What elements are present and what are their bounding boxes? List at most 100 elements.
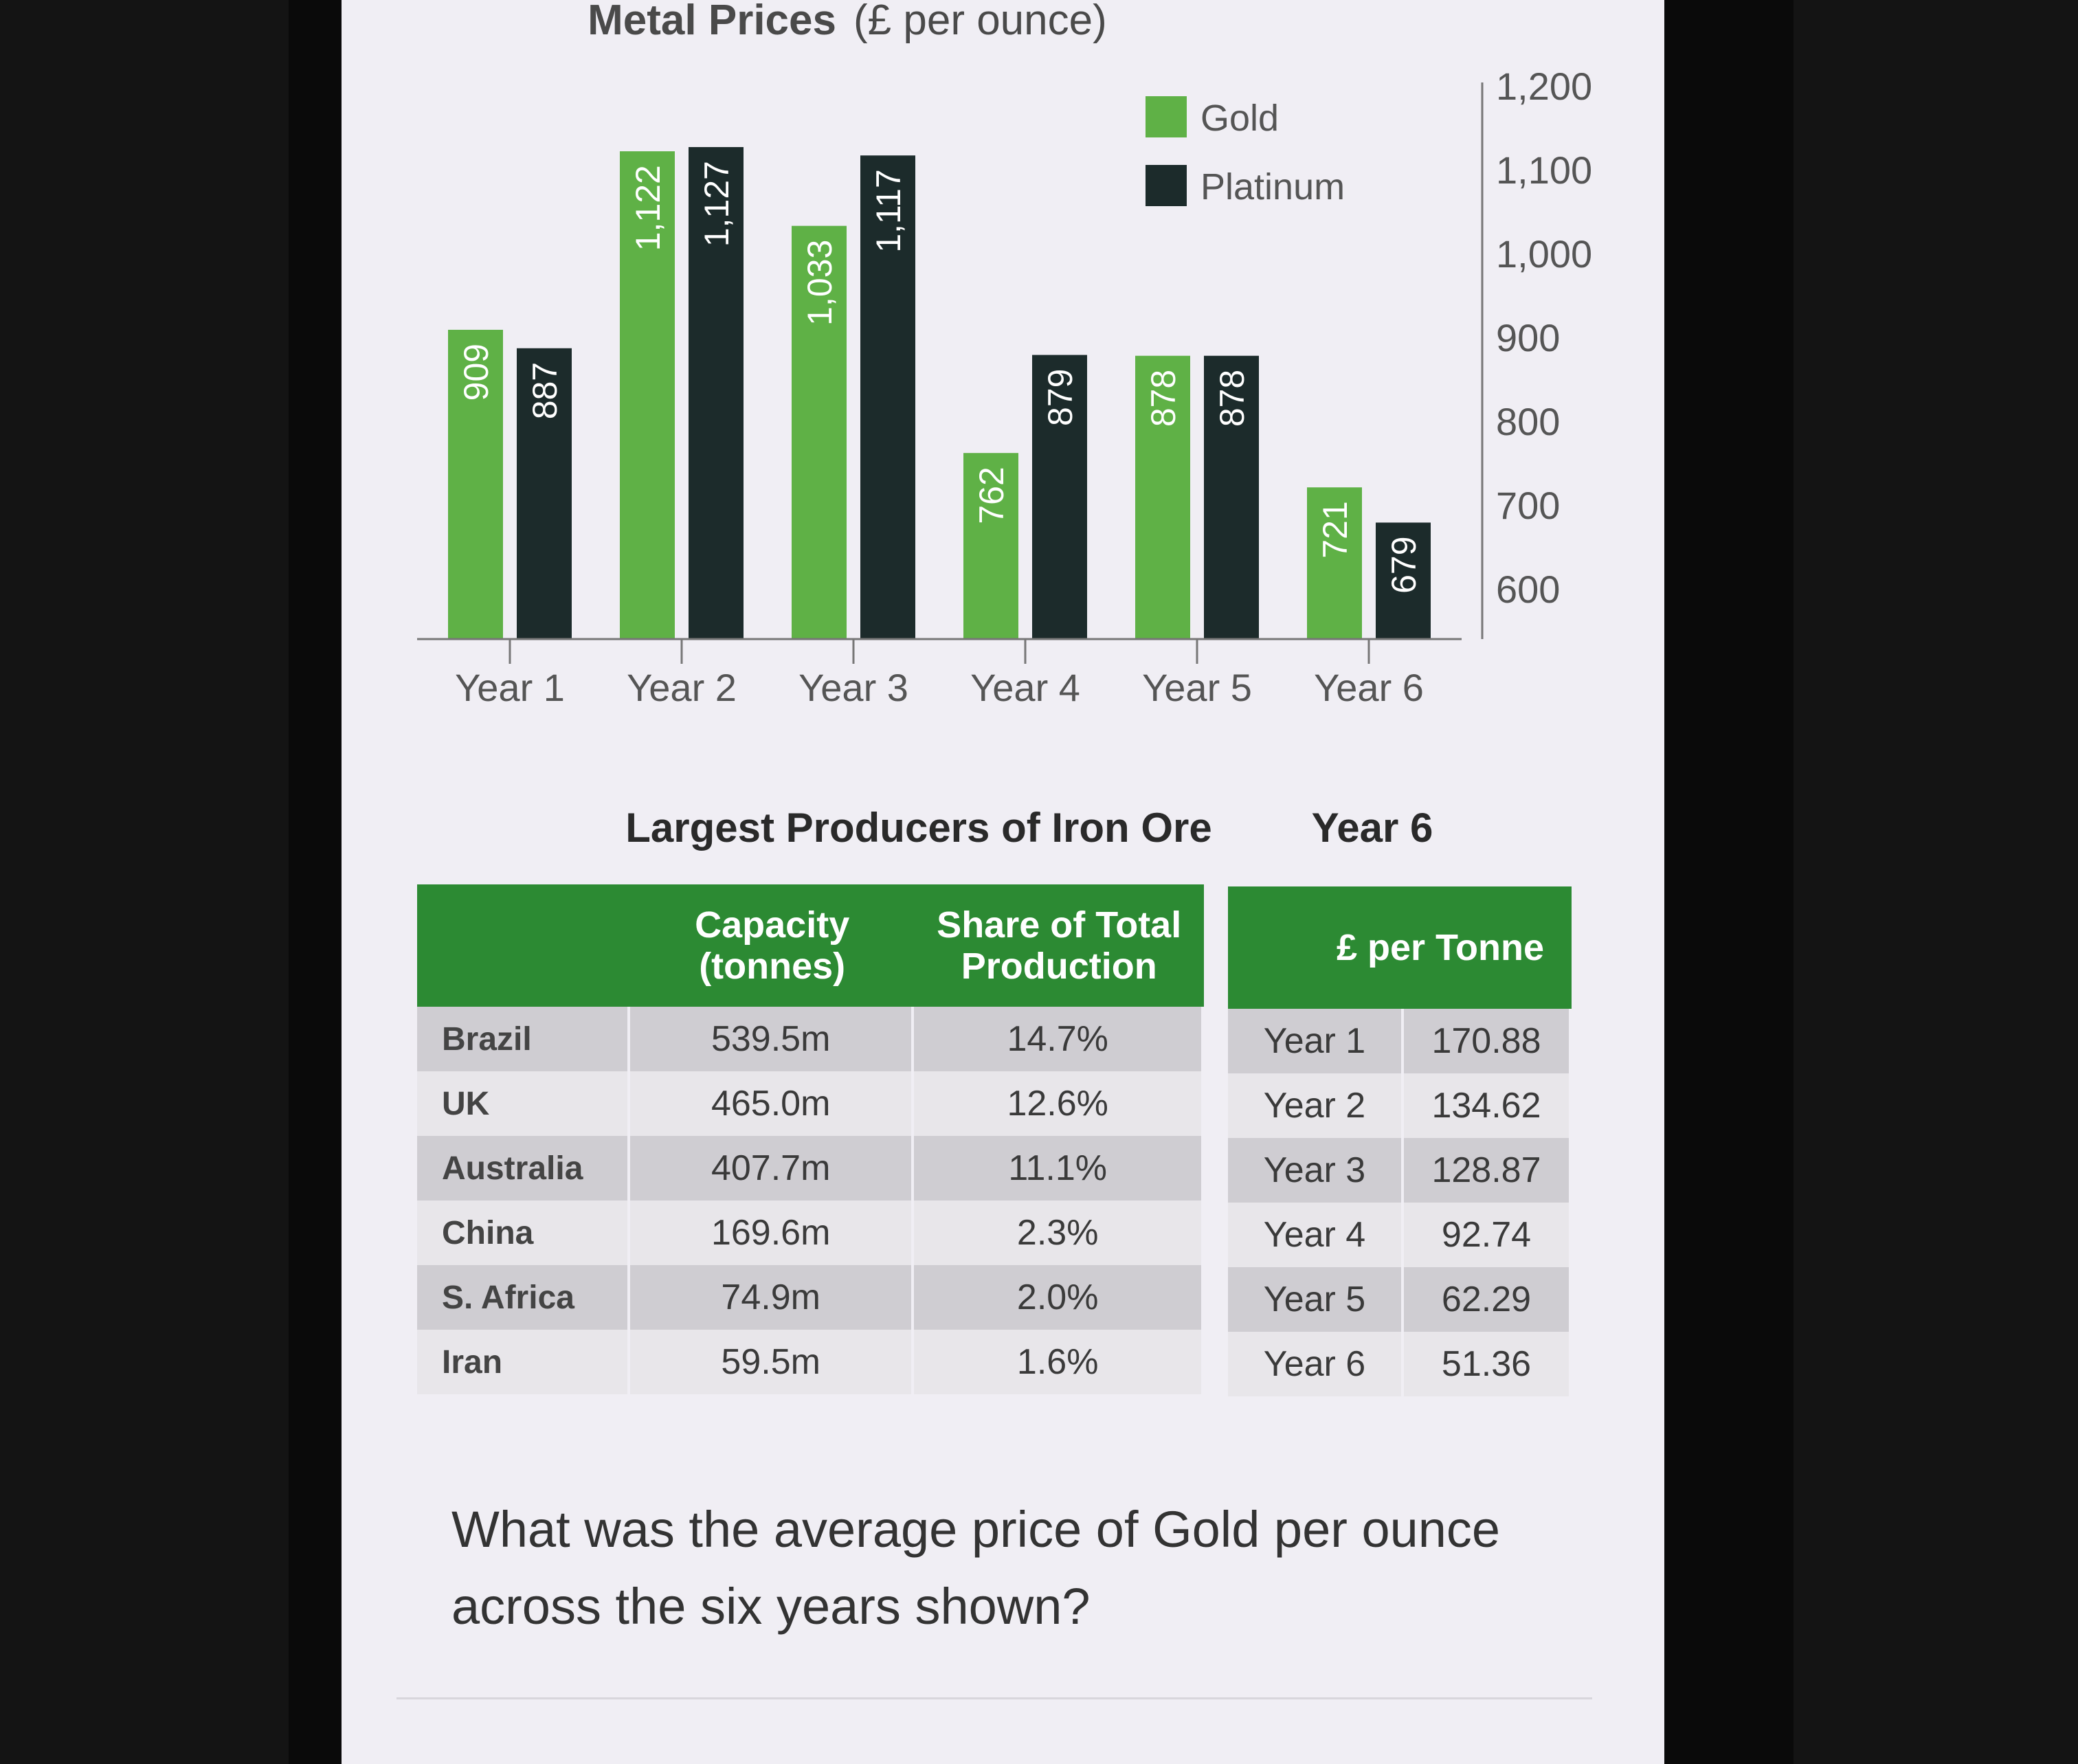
bar-gold-3	[792, 225, 847, 639]
iron-ore-producers-table: Capacity (tonnes) Share of Total Product…	[417, 884, 1204, 1394]
bar-value-label: 1,117	[869, 169, 908, 252]
capacity-cell: 169.6m	[629, 1201, 915, 1265]
table-row: Year 5 62.29	[1228, 1267, 1572, 1332]
country-cell: Brazil	[417, 1007, 630, 1071]
bar-platinum-1	[517, 348, 572, 639]
country-cell: Australia	[417, 1136, 630, 1201]
table-row: Year 1 170.88	[1228, 1009, 1572, 1073]
iron-ore-title: Largest Producers of Iron Ore	[625, 805, 1212, 851]
share-cell: 2.3%	[914, 1201, 1204, 1265]
bar-value-label: 721	[1316, 501, 1354, 558]
year-cell: Year 3	[1228, 1138, 1404, 1203]
year-cell: Year 6	[1228, 1332, 1404, 1396]
chart-title: Metal Prices	[588, 0, 836, 44]
bar-value-label: 887	[526, 362, 564, 419]
bar-gold-1	[448, 329, 503, 639]
share-cell: 12.6%	[914, 1071, 1204, 1136]
bar-platinum-2	[689, 147, 744, 640]
bar-gold-4	[963, 453, 1018, 639]
x-axis-label: Year 3	[798, 666, 908, 709]
x-axis-label: Year 2	[627, 666, 737, 709]
table-header-row: £ per Tonne	[1228, 886, 1572, 1009]
price-table-title: Year 6	[1311, 805, 1433, 851]
x-axis-label: Year 6	[1314, 666, 1424, 709]
y-axis-tick-label: 1,000	[1496, 232, 1592, 276]
chart-subtitle: (£ per ounce)	[853, 0, 1107, 44]
header-price: £ per Tonne	[1228, 886, 1572, 1009]
y-axis-tick-label: 800	[1496, 400, 1560, 443]
capacity-cell: 539.5m	[629, 1007, 915, 1071]
share-cell: 14.7%	[914, 1007, 1204, 1071]
bar-value-label: 878	[1144, 370, 1183, 427]
phone-screen: Metal Prices (£ per ounce) 909 887 1,122 1,…	[342, 0, 1664, 1764]
country-cell: S. Africa	[417, 1265, 630, 1330]
table-row: Australia 407.7m 11.1%	[417, 1136, 1204, 1201]
metal-prices-chart: Metal Prices (£ per ounce) 909 887 1,122 1,…	[417, 0, 1592, 709]
bar-gold-5	[1135, 355, 1190, 639]
bar-value-label: 909	[457, 344, 495, 401]
bar-platinum-6	[1376, 522, 1431, 639]
header-capacity: Capacity (tonnes)	[629, 884, 915, 1007]
table-row: Brazil 539.5m 14.7%	[417, 1007, 1204, 1071]
header-country	[417, 884, 630, 1007]
divider	[396, 1697, 1592, 1699]
bar-value-label: 1,122	[629, 165, 667, 251]
question-text: What was the average price of Gold per o…	[451, 1501, 1501, 1635]
legend-swatch-platinum	[1146, 165, 1187, 206]
x-axis-label: Year 4	[970, 666, 1080, 709]
price-cell: 62.29	[1404, 1267, 1572, 1332]
table-row: Year 3 128.87	[1228, 1138, 1572, 1203]
header-share: Share of Total Production	[914, 884, 1204, 1007]
price-cell: 51.36	[1404, 1332, 1572, 1396]
bar-value-label: 1,127	[697, 161, 736, 247]
bar-gold-6	[1307, 487, 1362, 639]
legend-label-platinum: Platinum	[1200, 166, 1345, 208]
table-row: China 169.6m 2.3%	[417, 1201, 1204, 1265]
table-row: Year 4 92.74	[1228, 1203, 1572, 1267]
country-cell: China	[417, 1201, 630, 1265]
year-cell: Year 2	[1228, 1073, 1404, 1138]
capacity-cell: 74.9m	[629, 1265, 915, 1330]
year-cell: Year 4	[1228, 1203, 1404, 1267]
x-axis-label: Year 1	[455, 666, 565, 709]
y-axis-tick-label: 600	[1496, 568, 1560, 611]
bar-platinum-4	[1032, 355, 1087, 639]
legend-label-gold: Gold	[1200, 98, 1279, 139]
bar-value-label: 879	[1041, 369, 1080, 426]
share-cell: 11.1%	[914, 1136, 1204, 1201]
legend-swatch-gold	[1146, 96, 1187, 137]
capacity-cell: 59.5m	[629, 1330, 915, 1394]
table-row: Iran 59.5m 1.6%	[417, 1330, 1204, 1394]
table-row: Year 6 51.36	[1228, 1332, 1572, 1396]
country-cell: UK	[417, 1071, 630, 1136]
capacity-cell: 465.0m	[629, 1071, 915, 1136]
price-cell: 92.74	[1404, 1203, 1572, 1267]
y-axis-tick-label: 700	[1496, 484, 1560, 527]
price-per-tonne-table: £ per Tonne Year 1 170.88 Year 2 134.62 …	[1228, 886, 1572, 1396]
table-row: S. Africa 74.9m 2.0%	[417, 1265, 1204, 1330]
table-row: UK 465.0m 12.6%	[417, 1071, 1204, 1136]
axes-layer: Year 1 Year 2 Year 3 Year 4 Year 5 Year 6 600 7…	[417, 65, 1592, 709]
share-cell: 1.6%	[914, 1330, 1204, 1394]
capacity-cell: 407.7m	[629, 1136, 915, 1201]
bar-value-label: 878	[1213, 370, 1251, 427]
chart-legend: Gold Platinum	[1146, 96, 1345, 208]
x-axis-label: Year 5	[1142, 666, 1252, 709]
bar-platinum-3	[860, 155, 915, 639]
bar-value-label: 762	[972, 467, 1011, 524]
bar-platinum-5	[1204, 355, 1259, 639]
bar-value-label: 1,033	[801, 240, 839, 326]
share-cell: 2.0%	[914, 1265, 1204, 1330]
y-axis-tick-label: 1,100	[1496, 148, 1592, 192]
table-header-row: Capacity (tonnes) Share of Total Product…	[417, 884, 1204, 1007]
price-cell: 134.62	[1404, 1073, 1572, 1138]
price-cell: 170.88	[1404, 1009, 1572, 1073]
country-cell: Iran	[417, 1330, 630, 1394]
bar-gold-2	[620, 151, 675, 640]
year-cell: Year 5	[1228, 1267, 1404, 1332]
bars-layer: 909 887 1,122 1,127 1,033 1,117 762 879 878 878 72…	[448, 147, 1431, 640]
year-cell: Year 1	[1228, 1009, 1404, 1073]
bar-value-label: 679	[1385, 536, 1423, 593]
table-row: Year 2 134.62	[1228, 1073, 1572, 1138]
y-axis-tick-label: 1,200	[1496, 65, 1592, 108]
